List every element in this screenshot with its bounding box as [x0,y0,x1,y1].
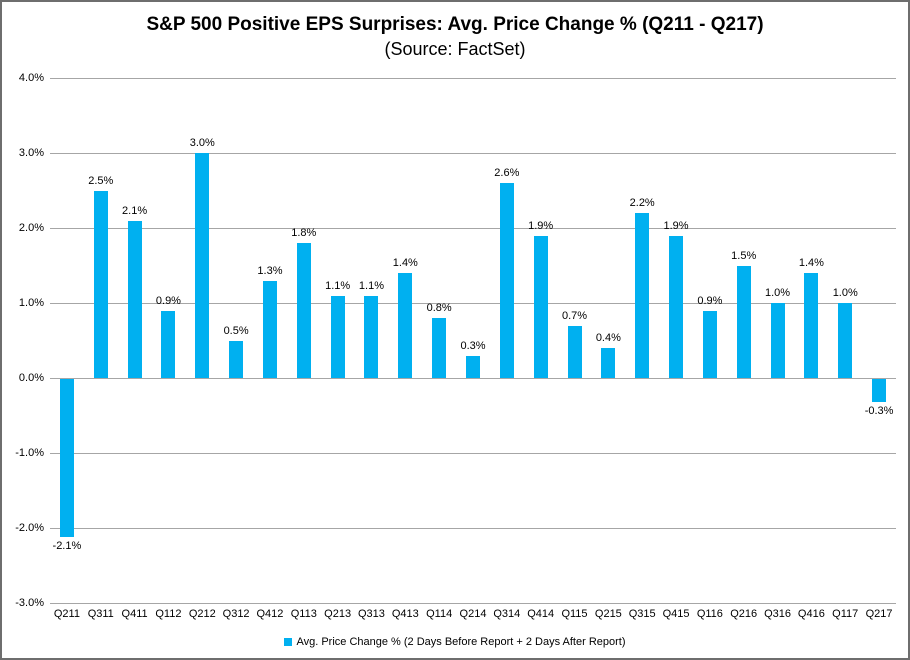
bar-value-label: 2.2% [629,197,655,209]
legend: Avg. Price Change % (2 Days Before Repor… [2,636,908,648]
bar [296,243,311,378]
bar [736,265,751,378]
gridline [50,453,896,454]
bar [872,379,887,402]
bar-value-label: 0.7% [561,309,588,322]
gridline [50,153,896,154]
x-axis-label: Q215 [594,608,622,620]
bar-value-label: 1.0% [832,287,858,299]
bar-value-label: 2.6% [494,167,520,179]
bar [669,235,684,378]
bar [432,318,447,378]
gridline [50,78,896,79]
x-axis-label: Q416 [797,608,825,620]
chart-title: S&P 500 Positive EPS Surprises: Avg. Pri… [146,14,764,35]
legend-label: Avg. Price Change % (2 Days Before Repor… [296,636,626,648]
bar-value-label: 1.1% [358,279,384,292]
bar [59,379,74,537]
y-axis-label: 2.0% [18,222,44,234]
x-axis-label: Q212 [188,608,216,620]
x-axis-label: Q314 [493,608,521,620]
x-axis-label: Q214 [459,608,487,620]
x-axis-label: Q411 [121,608,148,620]
x-axis-label: Q116 [696,608,723,620]
legend-swatch-icon [284,638,293,646]
bar-value-label: -0.3% [864,404,894,417]
bar [93,190,108,378]
bar-value-label: 1.0% [765,287,791,299]
bar [229,340,244,378]
gridline [50,378,896,379]
bar-value-label: 3.0% [189,137,215,149]
bar [533,235,548,378]
bar-value-label: 2.1% [122,204,148,217]
bar-value-label: 0.3% [460,339,486,352]
x-axis-label: Q114 [426,608,453,620]
y-axis-label: -2.0% [15,522,44,534]
bar [601,348,616,378]
x-axis-label: Q213 [324,608,352,620]
bar [398,273,413,378]
bar-value-label: 1.9% [663,219,689,232]
bar [364,295,379,378]
x-axis-label: Q217 [865,608,893,620]
x-axis-label: Q315 [628,608,656,620]
bar [127,220,142,378]
bar-value-label: 1.4% [798,257,824,269]
x-axis-label: Q311 [87,608,114,620]
bar-value-label: 1.4% [392,257,418,269]
x-axis-label: Q112 [155,608,182,620]
bar [635,213,650,378]
bar [567,325,582,378]
bar [702,310,717,378]
y-axis-label: -3.0% [15,597,44,609]
gridline [50,303,896,304]
bar-value-label: 1.3% [257,264,283,277]
x-axis-label: Q413 [391,608,419,620]
bar [466,355,480,378]
bar-value-label: 0.8% [426,302,452,314]
bar-value-label: 0.5% [223,324,249,337]
bar-value-label: 0.9% [155,294,181,307]
bar-value-label: -2.1% [52,539,82,552]
bar-value-label: 1.9% [528,219,554,232]
bar-value-label: 2.5% [88,174,114,187]
bar [161,310,176,378]
x-axis-label: Q412 [256,608,284,620]
x-axis-label: Q415 [662,608,690,620]
bar-value-label: 1.8% [291,227,317,239]
x-axis-label: Q113 [290,608,317,620]
bar [195,153,210,378]
chart-subtitle: (Source: FactSet) [384,39,526,59]
y-axis-label: 4.0% [18,72,44,84]
bar-value-label: 0.9% [697,294,723,307]
bar [770,303,785,378]
gridline [50,603,896,604]
x-axis-label: Q117 [832,608,859,620]
x-axis-label: Q316 [764,608,791,620]
x-axis-label: Q115 [561,608,588,620]
bar [330,295,345,378]
x-axis-label: Q216 [730,608,758,620]
y-axis-label: 1.0% [18,297,44,309]
bar-value-label: 1.1% [325,279,351,292]
gridline [50,228,896,229]
y-axis-label: -1.0% [15,447,44,459]
gridline [50,528,896,529]
bar [499,183,514,378]
bar [838,303,853,378]
x-axis-label: Q312 [222,608,250,620]
bar-value-label: 0.4% [595,332,621,344]
bar-value-label: 1.5% [731,249,757,262]
bar [804,273,819,378]
x-axis-label: Q313 [358,608,385,620]
bar [262,280,277,378]
x-axis-label: Q211 [53,608,80,620]
y-axis-label: 3.0% [18,147,44,159]
x-axis-label: Q414 [527,608,555,620]
y-axis-label: 0.0% [18,372,44,384]
